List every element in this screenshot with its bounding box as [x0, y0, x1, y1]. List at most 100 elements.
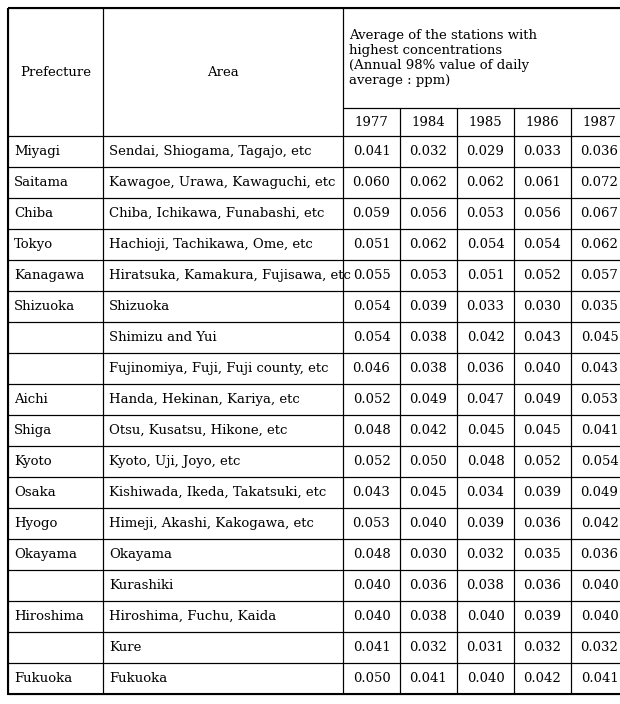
Text: Hyogo: Hyogo [14, 517, 58, 530]
Bar [457, 322, 514, 353]
Text: 0.038: 0.038 [410, 331, 448, 344]
Text: 0.040: 0.040 [580, 610, 618, 623]
Bar [514, 198, 571, 229]
Text: 0.043: 0.043 [580, 362, 618, 375]
Text: Osaka: Osaka [14, 486, 56, 499]
Text: 0.059: 0.059 [353, 207, 391, 220]
Text: 0.062: 0.062 [410, 238, 448, 251]
Text: 0.036: 0.036 [409, 579, 448, 592]
Bar [343, 632, 400, 663]
Text: Kanagawa: Kanagawa [14, 269, 84, 282]
Text: 0.041: 0.041 [353, 641, 391, 654]
Bar [343, 167, 400, 198]
Bar [103, 322, 343, 353]
Text: 0.048: 0.048 [353, 424, 391, 437]
Text: 0.054: 0.054 [580, 455, 618, 468]
Bar [8, 415, 103, 446]
Text: Sendai, Shiogama, Tagajo, etc: Sendai, Shiogama, Tagajo, etc [109, 145, 311, 158]
Bar [457, 570, 514, 601]
Bar [514, 539, 571, 570]
Bar [514, 446, 571, 477]
Bar [343, 663, 400, 694]
Bar [514, 136, 571, 167]
Text: 0.062: 0.062 [410, 176, 448, 189]
Text: 0.056: 0.056 [523, 207, 562, 220]
Bar [514, 260, 571, 291]
Text: 0.051: 0.051 [353, 238, 391, 251]
Text: 0.050: 0.050 [353, 672, 391, 685]
Text: 0.038: 0.038 [410, 610, 448, 623]
Text: Kyoto, Uji, Joyo, etc: Kyoto, Uji, Joyo, etc [109, 455, 241, 468]
Text: 0.032: 0.032 [467, 548, 505, 561]
Text: 0.055: 0.055 [353, 269, 391, 282]
Bar [514, 108, 571, 136]
Bar [8, 291, 103, 322]
Bar [8, 570, 103, 601]
Text: 0.036: 0.036 [580, 548, 619, 561]
Bar [571, 477, 620, 508]
Text: Prefecture: Prefecture [20, 65, 91, 79]
Bar [457, 632, 514, 663]
Text: Shiga: Shiga [14, 424, 52, 437]
Bar [400, 136, 457, 167]
Text: Saitama: Saitama [14, 176, 69, 189]
Text: 0.054: 0.054 [524, 238, 561, 251]
Bar [457, 477, 514, 508]
Bar [8, 136, 103, 167]
Text: Average of the stations with
highest concentrations
(Annual 98% value of daily
a: Average of the stations with highest con… [349, 29, 537, 87]
Bar [103, 291, 343, 322]
Text: Kyoto: Kyoto [14, 455, 51, 468]
Text: 0.043: 0.043 [353, 486, 391, 499]
Text: Kishiwada, Ikeda, Takatsuki, etc: Kishiwada, Ikeda, Takatsuki, etc [109, 486, 326, 499]
Bar [457, 353, 514, 384]
Text: 0.029: 0.029 [467, 145, 505, 158]
Bar [514, 384, 571, 415]
Bar [571, 415, 620, 446]
Text: 0.052: 0.052 [524, 455, 561, 468]
Bar [571, 663, 620, 694]
Text: 1984: 1984 [412, 115, 445, 129]
Bar [457, 384, 514, 415]
Bar [8, 8, 103, 136]
Text: 0.032: 0.032 [580, 641, 618, 654]
Text: 0.036: 0.036 [523, 517, 562, 530]
Text: Hiroshima: Hiroshima [14, 610, 84, 623]
Bar [103, 167, 343, 198]
Bar [343, 539, 400, 570]
Text: Kawagoe, Urawa, Kawaguchi, etc: Kawagoe, Urawa, Kawaguchi, etc [109, 176, 335, 189]
Text: 0.052: 0.052 [353, 455, 391, 468]
Bar [343, 229, 400, 260]
Text: 0.040: 0.040 [353, 610, 391, 623]
Text: Tokyo: Tokyo [14, 238, 53, 251]
Bar [514, 322, 571, 353]
Text: 0.032: 0.032 [523, 641, 562, 654]
Text: 0.040: 0.040 [353, 579, 391, 592]
Text: 0.043: 0.043 [523, 331, 562, 344]
Bar [571, 229, 620, 260]
Text: 0.049: 0.049 [523, 393, 562, 406]
Text: 0.045: 0.045 [410, 486, 448, 499]
Bar [400, 108, 457, 136]
Text: 1985: 1985 [469, 115, 502, 129]
Bar [400, 415, 457, 446]
Bar [343, 108, 400, 136]
Text: 0.049: 0.049 [580, 486, 618, 499]
Bar [514, 601, 571, 632]
Text: 0.045: 0.045 [467, 424, 505, 437]
Text: 0.045: 0.045 [524, 424, 561, 437]
Bar [571, 384, 620, 415]
Text: Shimizu and Yui: Shimizu and Yui [109, 331, 216, 344]
Text: 0.042: 0.042 [524, 672, 561, 685]
Bar [400, 167, 457, 198]
Text: 0.038: 0.038 [467, 579, 505, 592]
Text: 0.035: 0.035 [580, 300, 618, 313]
Bar [571, 632, 620, 663]
Bar [457, 167, 514, 198]
Text: Shizuoka: Shizuoka [14, 300, 75, 313]
Text: Kure: Kure [109, 641, 141, 654]
Bar [571, 167, 620, 198]
Text: 0.062: 0.062 [580, 238, 618, 251]
Bar [343, 384, 400, 415]
Bar [457, 291, 514, 322]
Text: Miyagi: Miyagi [14, 145, 60, 158]
